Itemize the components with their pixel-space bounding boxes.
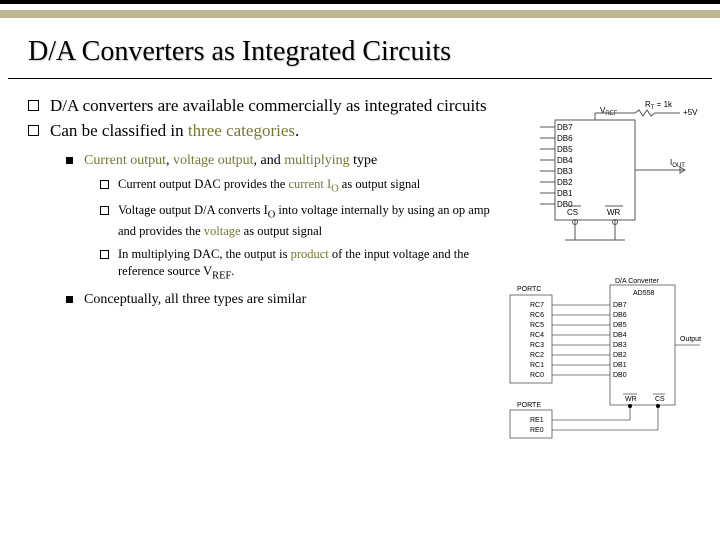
- b2a-hl3: multiplying: [284, 153, 349, 168]
- svg-text:DB4: DB4: [613, 332, 627, 339]
- svg-text:RC5: RC5: [530, 322, 544, 329]
- accent-bar: [0, 10, 720, 18]
- b2a-post: type: [350, 153, 378, 168]
- svg-text:RE0: RE0: [530, 427, 544, 434]
- svg-text:DB0: DB0: [613, 372, 627, 379]
- svg-text:IOUT: IOUT: [670, 158, 685, 169]
- svg-text:DB4: DB4: [557, 156, 573, 165]
- svg-text:RC0: RC0: [530, 372, 544, 379]
- svg-text:D/A Converter: D/A Converter: [615, 278, 660, 285]
- svg-text:DB5: DB5: [613, 322, 627, 329]
- bullet-2: Can be classified in three categories. C…: [28, 120, 490, 309]
- svg-text:Output: Output: [680, 336, 701, 343]
- bullet-2a1: Current output DAC provides the current …: [100, 176, 490, 197]
- diagram-column: DB7 DB6 DB5 DB4 DB3 DB2 DB1 DB0 CS WR VREF RT =…: [500, 95, 710, 445]
- svg-text:DB1: DB1: [557, 189, 573, 198]
- svg-text:RE1: RE1: [530, 417, 544, 424]
- svg-text:+5V: +5V: [683, 108, 698, 117]
- svg-text:VREF: VREF: [600, 106, 618, 117]
- b2a-hl2: voltage output: [173, 153, 254, 168]
- svg-text:RC6: RC6: [530, 312, 544, 319]
- svg-text:WR: WR: [607, 208, 621, 217]
- bullet-2a: Current output, voltage output, and mult…: [66, 152, 490, 284]
- top-bar: [0, 0, 720, 4]
- svg-text:DB3: DB3: [613, 342, 627, 349]
- svg-text:DB7: DB7: [557, 123, 573, 132]
- b2a3-post: .: [231, 264, 234, 278]
- svg-text:RC4: RC4: [530, 332, 544, 339]
- b2a-hl1: Current output: [84, 153, 166, 168]
- b2a1-post: as output signal: [339, 177, 421, 191]
- diagram-ad558: PORTC RC7 RC6 RC5 RC4 RC3 RC2 RC1 RC0 D/A Conve…: [505, 275, 705, 445]
- svg-text:CS: CS: [655, 396, 665, 403]
- svg-text:DB6: DB6: [613, 312, 627, 319]
- b2a2-pre: Voltage output D/A converts I: [118, 203, 268, 217]
- diagram-dac-chip: DB7DB6DB5DB4DB3DB2DB1DB0 CS WR VREF RT =…: [505, 95, 705, 255]
- svg-text:PORTE: PORTE: [517, 402, 541, 409]
- svg-text:DB1: DB1: [613, 362, 627, 369]
- b2a-m2: , and: [254, 153, 285, 168]
- b2a3-pre: In multiplying DAC, the output is: [118, 247, 291, 261]
- svg-text:WR: WR: [625, 396, 637, 403]
- svg-text:DB6: DB6: [557, 134, 573, 143]
- bullet-2a3: In multiplying DAC, the output is produc…: [100, 246, 490, 283]
- text-column: D/A converters are available commerciall…: [28, 95, 500, 445]
- svg-text:PORTC: PORTC: [517, 286, 541, 293]
- content-area: D/A converters are available commerciall…: [0, 95, 720, 445]
- svg-text:RC1: RC1: [530, 362, 544, 369]
- level1-list: D/A converters are available commerciall…: [28, 95, 490, 309]
- b2a1-pre: Current output DAC provides the: [118, 177, 288, 191]
- b2-post: .: [295, 121, 299, 140]
- svg-text:DB3: DB3: [557, 167, 573, 176]
- bullet-1: D/A converters are available commerciall…: [28, 95, 490, 116]
- bullet-2b: Conceptually, all three types are simila…: [66, 291, 490, 309]
- b2-pre: Can be classified in: [50, 121, 188, 140]
- bullet-2a2: Voltage output D/A converts IO into volt…: [100, 202, 490, 239]
- title-underline: [8, 78, 712, 79]
- svg-text:DB2: DB2: [557, 178, 573, 187]
- b2a3-sub: REF: [212, 270, 231, 281]
- svg-text:RT = 1k: RT = 1k: [645, 100, 673, 111]
- svg-text:CS: CS: [567, 208, 578, 217]
- level3-list: Current output DAC provides the current …: [84, 176, 490, 283]
- svg-text:DB5: DB5: [557, 145, 573, 154]
- svg-text:DB2: DB2: [613, 352, 627, 359]
- b2a2-post: as output signal: [241, 224, 323, 238]
- svg-text:DB7: DB7: [613, 302, 627, 309]
- svg-text:AD558: AD558: [633, 290, 655, 297]
- b2a-m1: ,: [166, 153, 173, 168]
- svg-text:RC2: RC2: [530, 352, 544, 359]
- slide-title: D/A Converters as Integrated Circuits: [0, 18, 720, 78]
- svg-text:RC3: RC3: [530, 342, 544, 349]
- b2a3-hl: product: [291, 247, 329, 261]
- level2-list: Current output, voltage output, and mult…: [50, 152, 490, 310]
- b2-hl: three categories: [188, 121, 295, 140]
- svg-text:RC7: RC7: [530, 302, 544, 309]
- b2a1-hl: current IO: [288, 177, 338, 191]
- b2a2-hl: voltage: [204, 224, 241, 238]
